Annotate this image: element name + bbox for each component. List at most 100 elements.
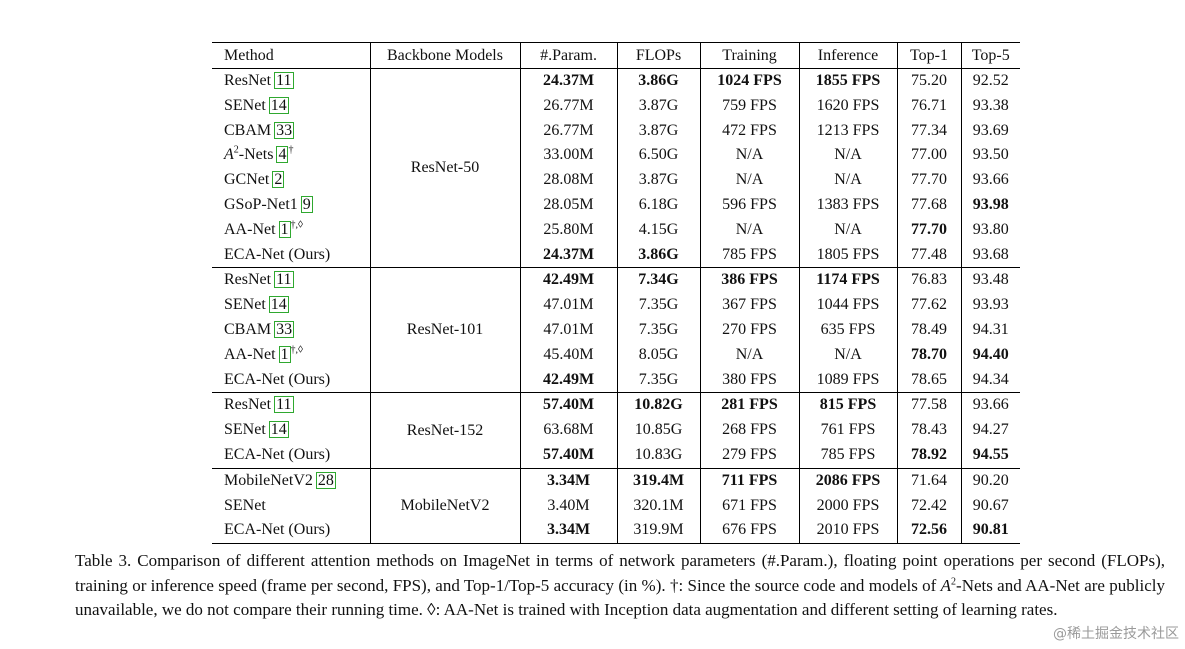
cell-param: 26.77M <box>520 118 618 144</box>
value-infer: 1805 FPS <box>816 245 880 263</box>
citation-link[interactable]: 14 <box>268 421 289 439</box>
cell-method: AA-Net 1 †,◊ <box>212 342 371 368</box>
cell-infer: 1174 FPS <box>799 267 898 294</box>
citation-link[interactable]: 4 <box>276 146 289 164</box>
cell-flops: 3.86G <box>617 242 701 268</box>
citation-link[interactable]: 33 <box>274 121 295 139</box>
value-top1: 77.62 <box>911 296 947 314</box>
value-top5: 93.68 <box>972 245 1009 263</box>
cell-method: ECA-Net (Ours) <box>212 518 371 544</box>
method-name: ECA-Net (Ours) <box>224 245 331 263</box>
value-infer: N/A <box>834 146 862 164</box>
math-a-symbol: A <box>224 146 234 164</box>
cell-infer: 1383 FPS <box>799 192 898 218</box>
cell-method: A2-Nets 4 † <box>212 143 371 169</box>
value-train: N/A <box>735 220 764 238</box>
header-inference: Inference <box>799 42 898 69</box>
cell-method: SENet 14 <box>212 93 371 119</box>
value-flops: 4.15G <box>638 220 679 238</box>
value-top1: 77.48 <box>911 245 947 263</box>
value-top5: 93.66 <box>972 171 1009 189</box>
value-param: 63.68M <box>543 421 594 439</box>
value-top1: 78.43 <box>911 421 947 439</box>
value-param: 25.80M <box>543 220 594 238</box>
cell-flops: 10.85G <box>617 418 701 443</box>
cell-method: CBAM 33 <box>212 317 371 343</box>
cell-method: MobileNetV2 28 <box>212 468 371 494</box>
citation-link[interactable]: 14 <box>268 96 289 114</box>
citation-link[interactable]: 1 <box>278 345 291 363</box>
citation-link[interactable]: 9 <box>300 195 313 213</box>
method-name: -Nets <box>238 146 274 164</box>
value-infer: N/A <box>834 220 862 238</box>
method-name: ECA-Net (Ours) <box>224 445 331 463</box>
value-top5: 93.66 <box>972 396 1009 414</box>
value-train: N/A <box>735 171 764 189</box>
header-flops: FLOPs <box>617 42 701 69</box>
cell-param: 33.00M <box>520 143 618 169</box>
caption-part1: Table 3. Comparison of different attenti… <box>75 551 1165 595</box>
value-top5: 94.27 <box>972 421 1009 439</box>
cell-backbone: ResNet-50 <box>370 68 521 268</box>
cell-flops: 4.15G <box>617 217 701 243</box>
method-name: AA-Net <box>224 345 276 363</box>
value-top5: 94.55 <box>972 445 1009 463</box>
cell-top1: 77.70 <box>897 168 962 193</box>
cell-top1: 78.70 <box>897 342 962 368</box>
results-table-container: Method Backbone Models #.Param. FLOPs Tr… <box>212 42 1020 544</box>
cell-top1: 71.64 <box>897 468 962 494</box>
value-param: 42.49M <box>542 370 595 388</box>
watermark: @稀土掘金技术社区 <box>1053 626 1179 642</box>
cell-infer: 1855 FPS <box>799 68 898 94</box>
cell-param: 42.49M <box>520 267 618 294</box>
method-name: GCNet <box>224 171 270 189</box>
value-top5: 90.20 <box>972 471 1009 489</box>
value-top5: 94.40 <box>972 345 1009 363</box>
cell-train: 759 FPS <box>700 93 800 119</box>
method-name: SENet <box>224 96 266 114</box>
citation-link[interactable]: 33 <box>274 320 295 338</box>
citation-link[interactable]: 14 <box>268 296 289 314</box>
citation-link[interactable]: 1 <box>278 220 291 238</box>
cell-train: 676 FPS <box>700 518 800 544</box>
value-top5: 93.93 <box>972 296 1009 314</box>
value-flops: 10.83G <box>634 445 683 463</box>
caption-math-a-exponent: 2 <box>951 575 957 587</box>
citation-link[interactable]: 11 <box>274 396 294 414</box>
value-flops: 320.1M <box>633 496 684 514</box>
method-name: ResNet <box>224 72 272 89</box>
citation-link[interactable]: 2 <box>272 171 285 189</box>
cell-method: CBAM 33 <box>212 118 371 144</box>
value-infer: 1620 FPS <box>816 96 880 114</box>
cell-top5: 90.81 <box>961 518 1020 543</box>
cell-train: 281 FPS <box>700 392 800 419</box>
citation-link[interactable]: 28 <box>315 471 336 489</box>
cell-top1: 78.49 <box>897 317 962 343</box>
value-param: 45.40M <box>543 345 594 363</box>
cell-method: ECA-Net (Ours) <box>212 367 371 393</box>
table-header-row: Method Backbone Models #.Param. FLOPs Tr… <box>212 42 1020 69</box>
citation-link[interactable]: 11 <box>274 72 294 89</box>
cell-train: 671 FPS <box>700 493 800 519</box>
value-top1: 78.70 <box>911 345 947 363</box>
value-train: 676 FPS <box>722 521 777 539</box>
value-infer: N/A <box>834 345 862 363</box>
cell-train: N/A <box>700 342 800 368</box>
value-infer: 1383 FPS <box>816 195 880 213</box>
cell-param: 24.37M <box>520 242 618 268</box>
cell-param: 3.34M <box>520 468 618 494</box>
value-top1: 72.42 <box>911 496 947 514</box>
value-top5: 94.34 <box>972 370 1009 388</box>
value-infer: 1213 FPS <box>816 121 880 139</box>
value-train: 380 FPS <box>722 370 777 388</box>
citation-link[interactable]: 11 <box>274 271 294 289</box>
table-row: CBAM 33 26.77M 3.87G 472 FPS 1213 FPS 77.34 93.… <box>212 118 1020 144</box>
cell-top5: 93.80 <box>961 218 1020 243</box>
value-flops: 7.35G <box>638 370 679 388</box>
value-flops: 3.87G <box>638 96 679 114</box>
cell-top1: 77.00 <box>897 143 962 169</box>
method-name: CBAM <box>224 121 272 139</box>
cell-param: 24.37M <box>520 68 618 94</box>
header-training: Training <box>700 42 800 69</box>
caption-part2: -Nets and AA-Net are publicly unavailabl… <box>75 575 1165 620</box>
